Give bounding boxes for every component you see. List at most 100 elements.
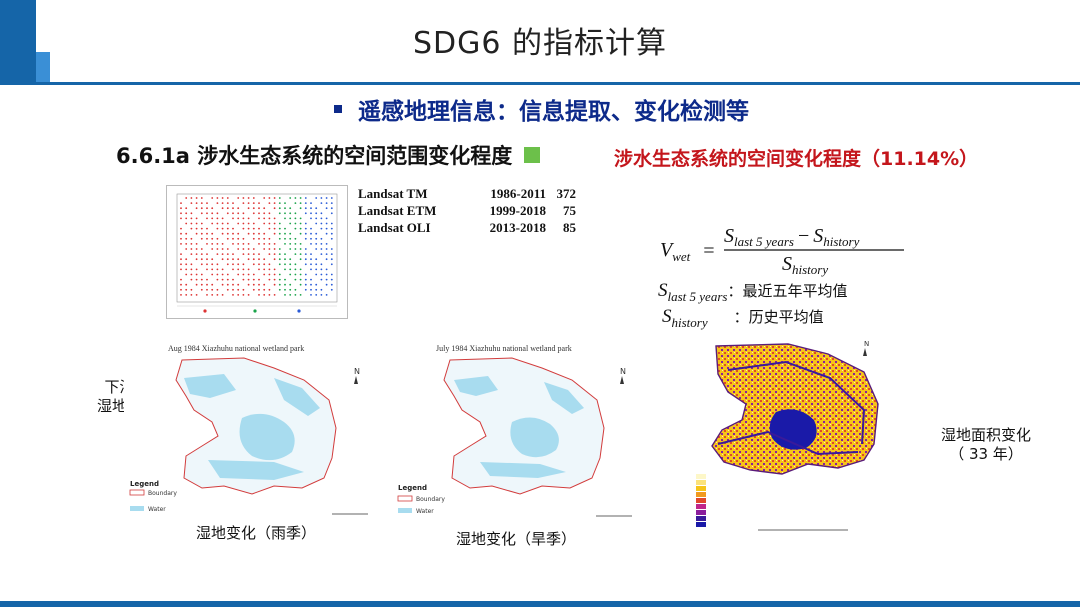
acquisition-dot (221, 197, 224, 199)
ramp-swatch (696, 486, 706, 491)
rainy-caption: 湿地变化（雨季） (196, 524, 317, 542)
acquisition-dot (180, 283, 182, 286)
acquisition-dot (258, 294, 260, 296)
acquisition-dot (289, 207, 292, 210)
acquisition-dot (289, 288, 292, 291)
acquisition-dot (258, 237, 260, 240)
acquisition-dot (299, 253, 302, 255)
acquisition-dot (310, 207, 312, 210)
acquisition-dot (304, 263, 307, 266)
acquisition-dot (211, 294, 214, 296)
acquisition-dot (216, 294, 219, 296)
acquisition-dot (185, 294, 188, 296)
acquisition-dot (304, 273, 307, 276)
acquisition-dot (237, 273, 240, 276)
acquisition-dot (299, 243, 302, 245)
acquisition-dot (190, 263, 193, 266)
acquisition-dot (232, 237, 234, 240)
acquisition-dot (304, 222, 307, 225)
acquisition-dot (200, 283, 203, 286)
acquisition-dot (330, 237, 333, 240)
acquisition-dot (299, 283, 302, 286)
acquisition-dot (247, 294, 250, 296)
acquisition-dot (200, 273, 203, 276)
acquisition-dot (237, 243, 240, 245)
acquisition-dot (299, 202, 302, 204)
acquisition-dot (211, 288, 214, 291)
svg-text:N: N (620, 367, 626, 376)
acquisition-dot (310, 253, 312, 255)
acquisition-dot (206, 288, 208, 291)
acquisition-dot (294, 227, 297, 230)
acquisition-dot (330, 222, 333, 225)
acquisition-dot (232, 232, 234, 235)
acquisition-dot (258, 278, 260, 281)
acquisition-dot (278, 283, 281, 286)
acquisition-dot (273, 268, 276, 271)
acquisition-dot (180, 217, 182, 220)
acquisition-dot (299, 268, 302, 271)
acquisition-dot (268, 197, 271, 199)
acquisition-dot (200, 278, 203, 281)
acquisition-dot (299, 217, 302, 220)
rainy-legend-boundary: Boundary (148, 490, 177, 497)
acquisition-dot (221, 283, 224, 286)
acquisition-dot (320, 197, 323, 199)
acquisition-dot (330, 212, 333, 215)
bullet-square-icon (334, 105, 342, 113)
acquisition-dot (237, 263, 240, 266)
acquisition-dot (278, 248, 281, 250)
acquisition-dot (211, 222, 214, 225)
formula-num-a: S (724, 225, 734, 247)
acquisition-dot (320, 288, 323, 291)
acquisition-dot (221, 202, 224, 204)
acquisition-dot (325, 278, 328, 281)
acquisition-dot (200, 248, 203, 250)
acquisition-dot (258, 253, 260, 255)
rainy-legend-title: Legend (130, 480, 159, 488)
acquisition-dot (263, 232, 266, 235)
acquisition-dot (221, 217, 224, 220)
acquisition-dot (294, 263, 297, 266)
acquisition-dot (289, 222, 292, 225)
acquisition-dot (221, 222, 224, 225)
acquisition-dot (304, 237, 307, 240)
acquisition-dot (206, 217, 208, 220)
landsat-sensor: Landsat OLI (358, 220, 431, 235)
acquisition-dot (200, 212, 203, 215)
acquisition-dot (226, 283, 229, 286)
acquisition-dot (284, 288, 286, 291)
ramp-swatch (696, 498, 706, 503)
formula-graphic: Vwet = Slast 5 years − Shistory Shistory (660, 225, 904, 277)
acquisition-dot (185, 212, 188, 215)
area-change-graphic: N (696, 340, 879, 531)
acquisition-dot (185, 217, 188, 220)
acquisition-dot (247, 207, 250, 210)
acquisition-dot (315, 243, 318, 245)
acquisition-dot (242, 202, 245, 204)
acquisition-dot (310, 278, 312, 281)
acquisition-dot (216, 253, 219, 255)
landsat-acquisition-graphic (176, 193, 338, 313)
acquisition-dot (278, 258, 281, 261)
acquisition-dot (226, 248, 229, 250)
formula-den: S (782, 253, 792, 275)
acquisition-dot (325, 294, 328, 296)
acquisition-dot (304, 197, 307, 199)
acquisition-dot (278, 273, 281, 276)
acquisition-dot (299, 207, 302, 210)
acquisition-dot (330, 288, 333, 291)
acquisition-dot (320, 253, 323, 255)
acquisition-dot (242, 288, 245, 291)
acquisition-dot (252, 253, 255, 255)
acquisition-dot (195, 227, 198, 230)
acquisition-dot (216, 263, 219, 266)
acquisition-dot (258, 283, 260, 286)
acquisition-dot (221, 207, 224, 210)
landsat-count: 85 (563, 220, 576, 235)
acquisition-dot (304, 253, 307, 255)
svg-text:N: N (354, 367, 360, 376)
acquisition-dot (211, 232, 214, 235)
def1-symbol: S (658, 280, 668, 301)
acquisition-dot (247, 227, 250, 230)
